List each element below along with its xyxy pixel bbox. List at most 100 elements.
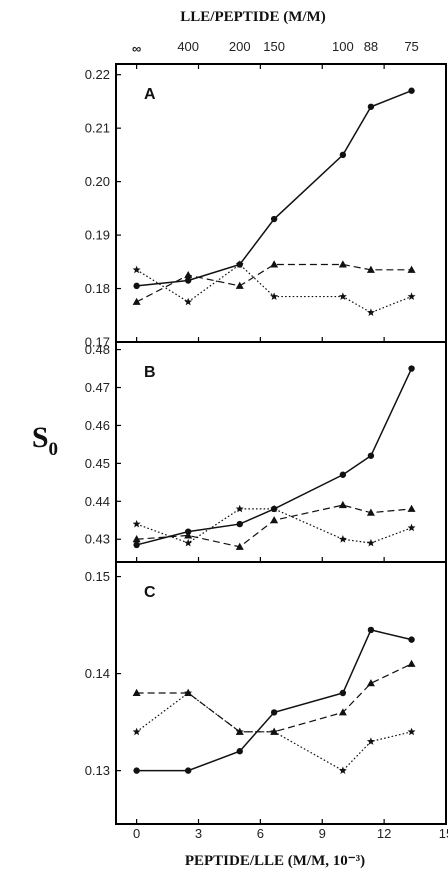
data-point [366, 265, 375, 273]
data-point [184, 531, 193, 539]
x-tick-label: 9 [319, 826, 326, 841]
series-star [132, 688, 416, 775]
data-point [338, 535, 347, 543]
data-point [339, 689, 347, 697]
data-point [236, 520, 243, 528]
data-point [132, 535, 141, 543]
panel-b: 0.43 0.44 0.45 0.46 0.47 0.48 B [85, 341, 447, 563]
series-triangle [132, 500, 416, 550]
series-triangle [132, 260, 416, 305]
data-point [270, 292, 279, 300]
data-point [366, 679, 375, 687]
data-point [367, 452, 375, 459]
y-tick-label: 0.19 [85, 228, 110, 243]
data-point [133, 767, 140, 774]
data-point [133, 282, 140, 290]
y-axis-label-main: S [32, 421, 49, 454]
data-point [132, 688, 141, 696]
data-point [338, 766, 347, 775]
panel-letter-label: A [144, 86, 156, 103]
data-point [339, 471, 347, 478]
data-point [133, 541, 140, 549]
data-point [132, 727, 141, 736]
y-tick-label: 0.22 [85, 67, 110, 82]
data-point [338, 708, 347, 716]
series-line [136, 629, 412, 772]
series-triangle [132, 659, 416, 735]
y-axis-label-subscript: 0 [49, 439, 59, 460]
data-point [407, 727, 416, 736]
data-point [366, 508, 375, 516]
svg-text:S0: S0 [32, 421, 58, 460]
top-axis-title: LLE/PEPTIDE (M/M) [180, 9, 325, 25]
panel-letter-label: B [144, 364, 156, 381]
y-tick-label: 0.43 [85, 532, 110, 547]
data-point [270, 215, 278, 223]
y-tick-label: 0.21 [85, 121, 110, 136]
data-point [132, 519, 141, 528]
y-tick-label: 0.15 [85, 569, 110, 584]
series-circle [133, 87, 415, 290]
data-point [408, 87, 415, 94]
panel-c: 0.13 0.14 0.15 C [85, 561, 447, 825]
data-point [235, 504, 244, 513]
data-point [184, 270, 193, 279]
data-point [184, 767, 192, 774]
y-tick-label: 0.20 [85, 174, 110, 189]
data-point [184, 297, 193, 306]
y-tick-label: 0.18 [85, 281, 110, 296]
data-point [367, 103, 375, 110]
y-axis-label: S0 [32, 421, 58, 460]
data-point [338, 260, 347, 268]
x-axis-ticks: 0 3 6 9 12 15 [133, 826, 448, 841]
panel-a: 0.17 0.18 0.19 0.20 0.21 0.22 A [85, 63, 447, 350]
data-point [408, 365, 415, 372]
data-point [407, 265, 416, 273]
data-point [338, 500, 347, 509]
top-axis-ticks: ∞ 400 200 150 100 88 75 [132, 39, 419, 56]
data-point [184, 538, 193, 547]
y-tick-label: 0.13 [85, 763, 110, 778]
data-point [408, 636, 415, 643]
data-point [339, 151, 347, 159]
data-point [236, 748, 243, 755]
data-point [184, 688, 193, 697]
panel-frame [115, 63, 447, 343]
top-tick-label: 200 [229, 39, 251, 54]
x-tick-label: 3 [195, 826, 202, 841]
y-tick-label: 0.44 [85, 494, 110, 509]
data-point [235, 727, 244, 736]
data-point [270, 727, 279, 736]
data-point [407, 292, 416, 300]
x-tick-label: 12 [377, 826, 391, 841]
data-point [407, 523, 416, 532]
series-line [136, 663, 412, 733]
top-tick-label: 100 [332, 39, 354, 54]
data-point [184, 277, 192, 284]
top-tick-label: 150 [263, 39, 285, 54]
x-tick-label: 6 [257, 826, 264, 841]
series-star [132, 260, 416, 316]
data-point [270, 504, 279, 513]
data-point [338, 292, 347, 300]
panel-letter-label: C [144, 584, 156, 601]
data-point [366, 737, 375, 745]
top-tick-label: 75 [404, 39, 418, 54]
data-point [366, 308, 375, 316]
top-tick-label: ∞ [132, 41, 141, 56]
top-tick-label: 88 [364, 39, 378, 54]
data-point [366, 538, 375, 547]
data-point [270, 260, 279, 268]
y-tick-label: 0.48 [85, 342, 110, 357]
panel-frame [115, 341, 447, 563]
y-tick-label: 0.47 [85, 380, 110, 395]
y-tick-label: 0.46 [85, 418, 110, 433]
series-circle [133, 626, 415, 774]
panels-group: 0.170.180.190.200.210.22A0.430.440.450.4… [85, 63, 447, 825]
top-tick-label: 400 [177, 39, 199, 54]
data-point [235, 260, 244, 268]
data-point [235, 542, 244, 550]
y-tick-label: 0.45 [85, 456, 110, 471]
series-star [132, 504, 416, 547]
